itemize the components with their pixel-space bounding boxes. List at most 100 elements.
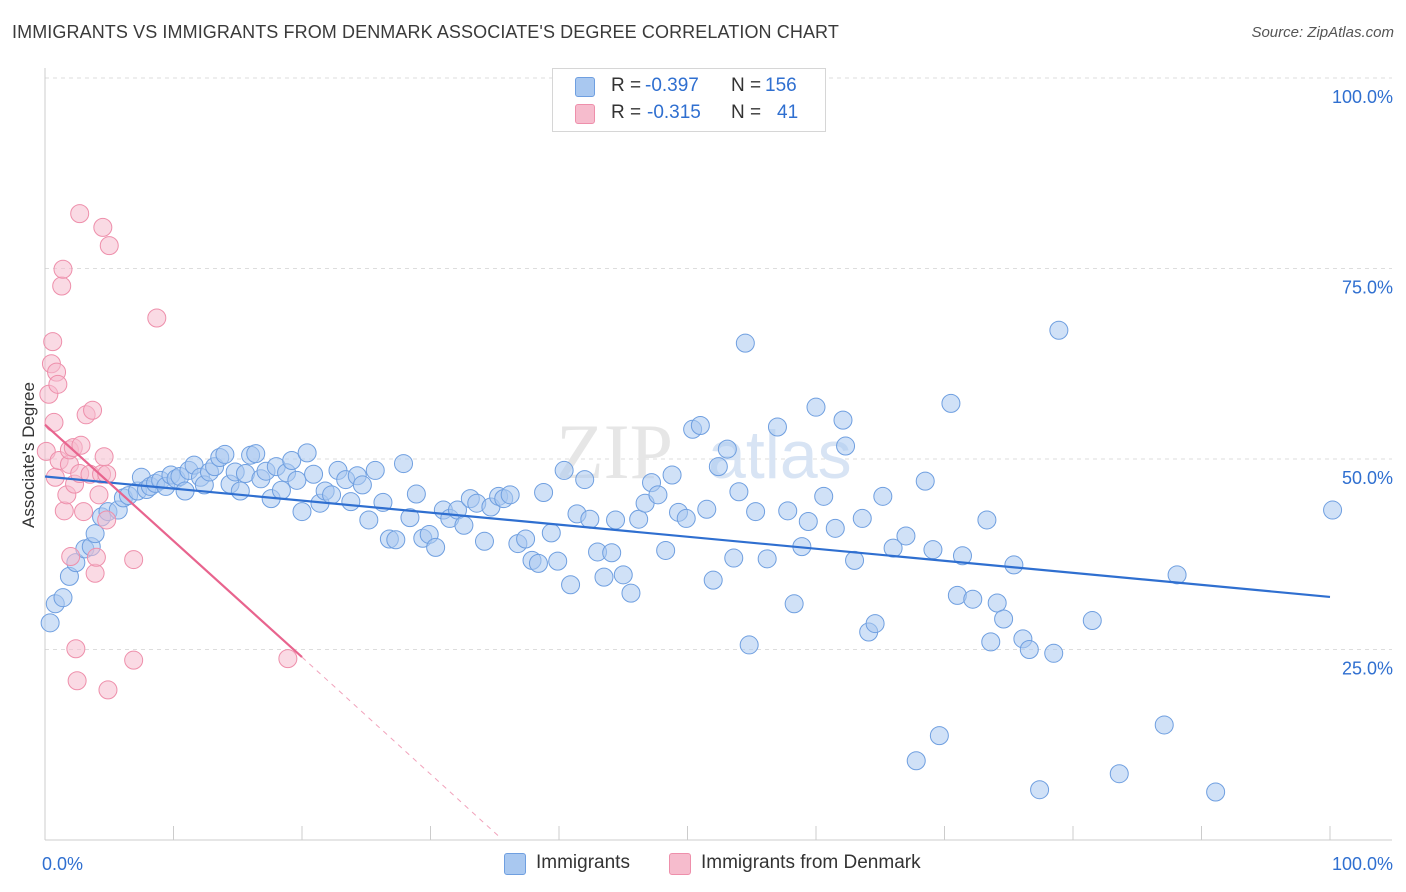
data-point-immigrants: [594, 567, 614, 587]
data-point-denmark: [71, 435, 91, 455]
data-point-denmark: [66, 639, 86, 659]
legend-swatch-pink: [575, 104, 595, 124]
data-point-denmark: [83, 400, 103, 420]
data-point-denmark: [52, 276, 72, 296]
data-point-immigrants: [994, 609, 1014, 629]
data-point-immigrants: [400, 508, 420, 528]
data-point-immigrants: [977, 510, 997, 530]
data-point-immigrants: [40, 613, 60, 633]
data-point-immigrants: [621, 583, 641, 603]
data-point-immigrants: [717, 439, 737, 459]
data-point-immigrants: [454, 515, 474, 535]
legend-n-label: N =: [731, 75, 762, 96]
data-point-immigrants: [1154, 715, 1174, 735]
data-point-immigrants: [833, 410, 853, 430]
legend-label: Immigrants: [536, 852, 630, 873]
data-point-immigrants: [554, 460, 574, 480]
data-point-immigrants: [1206, 782, 1226, 802]
data-point-immigrants: [836, 436, 856, 456]
data-point-immigrants: [929, 726, 949, 746]
data-point-immigrants: [1049, 320, 1069, 340]
data-point-immigrants: [703, 570, 723, 590]
legend-label: Immigrants from Denmark: [701, 852, 921, 873]
legend-r-value: -0.315: [647, 102, 701, 123]
legend-n-label: N =: [731, 102, 762, 123]
data-point-immigrants: [1019, 640, 1039, 659]
data-point-immigrants: [1044, 643, 1064, 663]
data-point-immigrants: [873, 486, 893, 506]
data-point-denmark: [94, 447, 114, 467]
x-tick-label: 0.0%: [42, 854, 83, 874]
data-point-immigrants: [352, 475, 372, 495]
data-point-immigrants: [987, 593, 1007, 613]
data-point-immigrants: [896, 526, 916, 546]
y-axis-label: Associate's Degree: [19, 382, 38, 528]
data-point-denmark: [48, 374, 68, 394]
data-point-immigrants: [548, 551, 568, 571]
data-point-immigrants: [724, 548, 744, 568]
data-point-immigrants: [534, 483, 554, 503]
data-point-denmark: [36, 441, 56, 461]
correlation-legend: R = -0.397 N = 156 R = -0.315 N = 41: [552, 68, 826, 132]
data-point-immigrants: [246, 444, 266, 464]
data-point-immigrants: [1323, 500, 1343, 520]
data-point-immigrants: [784, 594, 804, 614]
data-point-immigrants: [365, 460, 385, 480]
data-point-immigrants: [656, 540, 676, 560]
data-point-immigrants: [359, 510, 379, 530]
data-point-immigrants: [806, 397, 826, 417]
data-point-immigrants: [1082, 611, 1102, 631]
gridlines: [45, 77, 1392, 650]
data-point-immigrants: [394, 454, 414, 474]
data-point-immigrants: [697, 499, 717, 519]
data-point-immigrants: [271, 480, 291, 500]
legend-swatch-blue: [504, 853, 526, 875]
data-point-denmark: [89, 485, 109, 505]
data-point-immigrants: [561, 575, 581, 595]
x-tick-label: 100.0%: [1332, 854, 1393, 874]
data-point-immigrants: [528, 553, 548, 573]
trend-line-denmark-extension: [301, 656, 502, 839]
data-point-immigrants: [852, 508, 872, 528]
y-tick-label: 100.0%: [1332, 87, 1393, 107]
data-point-immigrants: [1030, 780, 1050, 800]
data-point-denmark: [93, 217, 113, 237]
data-point-immigrants: [426, 537, 446, 557]
legend-n-value: 41: [777, 102, 799, 123]
data-point-immigrants: [541, 523, 561, 543]
legend-r-value: -0.397: [645, 75, 699, 96]
data-point-immigrants: [516, 529, 536, 549]
data-point-immigrants: [386, 530, 406, 550]
data-point-immigrants: [981, 632, 1001, 652]
data-point-immigrants: [767, 417, 787, 437]
legend-r-label: R =: [611, 75, 642, 96]
data-point-immigrants: [739, 635, 759, 655]
data-point-immigrants: [322, 485, 342, 505]
data-point-immigrants: [1004, 555, 1024, 575]
data-point-immigrants: [53, 588, 73, 608]
data-point-denmark: [124, 550, 144, 570]
data-point-immigrants: [292, 502, 312, 522]
y-tick-label: 75.0%: [1342, 278, 1393, 298]
data-point-immigrants: [757, 549, 777, 569]
source-label: Source: ZipAtlas.com: [1251, 24, 1394, 41]
tick-labels: 25.0% 50.0% 75.0% 100.0% 0.0% 100.0%: [42, 87, 1393, 874]
data-point-denmark: [74, 502, 94, 522]
data-point-immigrants: [613, 565, 633, 585]
data-point-immigrants: [648, 485, 668, 505]
data-point-immigrants: [915, 471, 935, 491]
chart-title: IMMIGRANTS VS IMMIGRANTS FROM DENMARK AS…: [12, 22, 839, 42]
data-point-immigrants: [406, 484, 426, 504]
data-point-immigrants: [580, 509, 600, 529]
data-point-immigrants: [906, 751, 926, 771]
data-point-immigrants: [629, 509, 649, 529]
data-point-immigrants: [746, 502, 766, 522]
data-point-immigrants: [865, 614, 885, 634]
legend-r-label: R =: [611, 102, 642, 123]
data-point-denmark: [67, 671, 87, 691]
denmark-points: [36, 204, 298, 700]
data-point-immigrants: [304, 464, 324, 484]
data-point-denmark: [54, 501, 74, 521]
data-point-denmark: [124, 650, 144, 670]
